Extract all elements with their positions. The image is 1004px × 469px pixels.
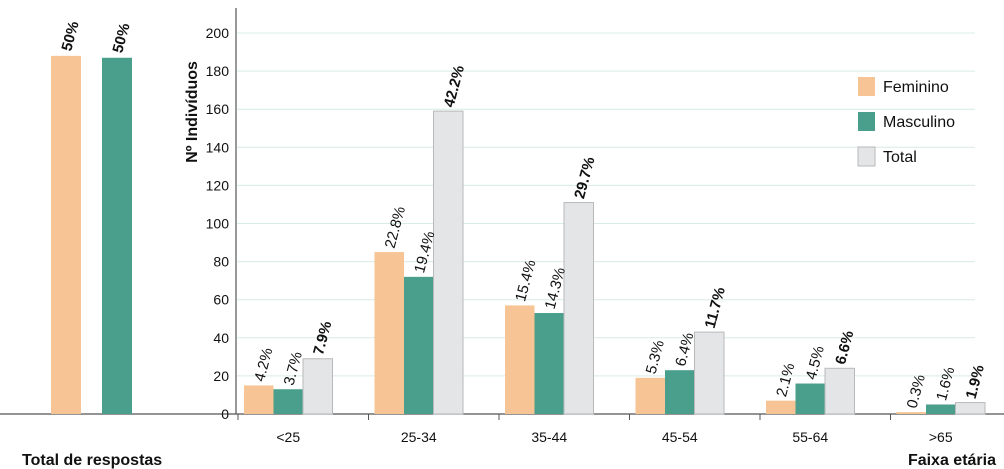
y-tick-label: 0 (221, 406, 229, 422)
legend-swatch-feminino (858, 77, 875, 96)
x-tick-label: 45-54 (662, 429, 698, 445)
y-tick-label: 120 (206, 177, 230, 193)
data-label: 2.1% (773, 361, 798, 398)
y-tick-label: 160 (206, 101, 230, 117)
bar-total (824, 367, 855, 415)
y-axis-title: Nº Indivíduos (184, 61, 201, 163)
left-x-axis-title: Total de respostas (22, 452, 162, 469)
data-label: 5.3% (643, 338, 668, 375)
data-label: 50% (58, 19, 82, 52)
bar-masculino (534, 313, 564, 414)
gridlines (237, 32, 975, 377)
bar-total (433, 110, 464, 415)
y-tick-label: 40 (213, 330, 229, 346)
bar-masculino (404, 276, 434, 414)
data-label: 6.4% (672, 331, 697, 368)
x-tick-label: <25 (276, 429, 300, 445)
data-label: 22.8% (382, 205, 409, 250)
data-label: 3.7% (281, 350, 306, 387)
bar-masculino (102, 57, 132, 414)
data-label: 11.7% (702, 285, 729, 330)
bar-masculino (926, 404, 956, 414)
bar-feminino (505, 305, 535, 414)
y-tick-label: 80 (213, 254, 229, 270)
age-bars (244, 110, 986, 415)
bar-feminino (896, 412, 926, 414)
bar-feminino (51, 55, 81, 415)
y-tick-label: 200 (206, 25, 230, 41)
y-ticks: 0 20 40 60 80 100 120 140 160 180 200 (206, 25, 230, 422)
y-tick-label: 20 (213, 368, 229, 384)
y-tick-label: 100 (206, 216, 230, 232)
bar-feminino (374, 252, 404, 414)
y-tick-label: 140 (206, 139, 230, 155)
bar-total (563, 202, 594, 415)
bar-feminino (635, 377, 665, 414)
x-tick-label: 55-64 (792, 429, 828, 445)
data-label: 6.6% (832, 329, 857, 366)
bar-masculino (795, 383, 825, 414)
total-bars (51, 55, 132, 415)
bar-total (302, 358, 333, 415)
x-tick-label: >65 (929, 429, 953, 445)
data-label: 1.6% (933, 365, 958, 402)
legend-swatch-masculino (858, 112, 875, 131)
data-label: 50% (109, 21, 133, 54)
y-tick-label: 180 (206, 63, 230, 79)
bar-feminino (244, 385, 274, 414)
right-x-axis-title: Faixa etária (908, 452, 996, 469)
legend-label: Feminino (883, 79, 949, 96)
bar-masculino (273, 389, 303, 414)
y-tick-label: 60 (213, 292, 229, 308)
bar-total (955, 402, 986, 415)
data-label: 42.2% (441, 64, 468, 109)
data-label: 1.9% (963, 363, 988, 400)
bar-feminino (766, 400, 796, 414)
bar-total (694, 331, 725, 415)
data-label: 29.7% (571, 155, 598, 200)
legend: Feminino Masculino Total (857, 77, 955, 167)
x-ticks: <25 25-34 35-44 45-54 55-64 >65 (237, 414, 953, 445)
legend-label: Masculino (883, 114, 955, 131)
legend-label: Total (883, 149, 917, 166)
x-tick-label: 25-34 (401, 429, 437, 445)
data-label: 4.2% (251, 346, 276, 383)
axes (0, 8, 1004, 415)
data-label: 15.4% (512, 258, 539, 303)
data-label: 0.3% (904, 373, 929, 410)
bar-masculino (665, 370, 695, 414)
legend-swatch-total (857, 146, 876, 167)
x-tick-label: 35-44 (531, 429, 567, 445)
